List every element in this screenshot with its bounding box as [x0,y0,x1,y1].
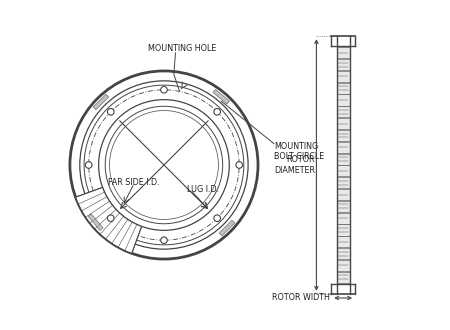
Bar [337,260,350,271]
Bar [337,142,350,153]
Polygon shape [93,94,109,110]
Circle shape [108,109,114,115]
Circle shape [214,109,220,115]
Bar [337,59,350,70]
Circle shape [161,237,167,244]
Circle shape [86,162,92,168]
Polygon shape [88,214,103,230]
Bar [337,248,350,259]
Text: MOUNTING
BOLT CIRCLE: MOUNTING BOLT CIRCLE [274,142,325,161]
Bar [337,71,350,82]
Bar [337,213,350,224]
Circle shape [214,215,220,221]
Bar [337,177,350,188]
Polygon shape [213,89,230,104]
Text: ROTOR
DIAMETER: ROTOR DIAMETER [274,155,315,175]
Text: MOUNTING HOLE: MOUNTING HOLE [148,44,216,53]
Bar [337,130,350,141]
Polygon shape [76,187,142,253]
Bar [337,106,350,117]
Bar [337,189,350,200]
Circle shape [161,86,167,93]
Bar [337,82,350,94]
Circle shape [108,215,114,221]
Text: LUG I.D.: LUG I.D. [187,185,219,194]
Bar [337,118,350,129]
Text: FAR SIDE I.D.: FAR SIDE I.D. [108,178,160,187]
Bar [337,94,350,106]
Bar [337,153,350,165]
Bar [337,224,350,236]
Bar [337,165,350,177]
Bar [337,201,350,212]
Text: ROTOR WIDTH: ROTOR WIDTH [272,293,329,303]
Circle shape [236,162,243,168]
Polygon shape [219,220,235,236]
Bar [337,47,350,58]
Bar [337,272,350,283]
Bar [337,236,350,248]
